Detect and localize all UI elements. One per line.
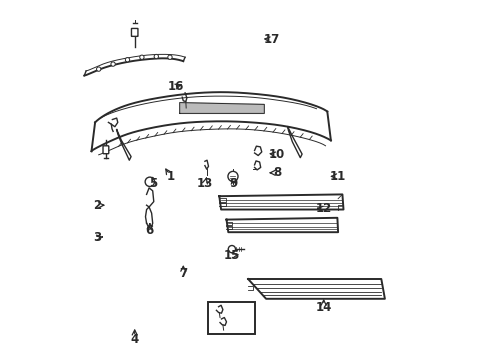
Circle shape [228,246,235,253]
Text: 6: 6 [145,224,154,237]
Text: 3: 3 [93,231,101,244]
Text: 12: 12 [315,202,331,215]
Text: 15: 15 [223,249,240,262]
Circle shape [145,177,154,186]
Circle shape [96,67,101,71]
Text: 2: 2 [93,199,101,212]
FancyBboxPatch shape [103,146,108,154]
Text: 8: 8 [272,166,281,179]
Circle shape [125,58,129,62]
Polygon shape [219,194,343,210]
Text: 16: 16 [167,80,184,93]
Text: 1: 1 [166,170,174,183]
Text: 7: 7 [179,267,187,280]
Text: 11: 11 [329,170,346,183]
Circle shape [154,54,158,59]
Text: 13: 13 [196,177,213,190]
Circle shape [227,171,238,181]
Polygon shape [179,103,264,113]
Text: 9: 9 [229,177,237,190]
Text: 5: 5 [148,177,157,190]
Circle shape [111,62,115,66]
Text: 17: 17 [263,33,279,46]
FancyBboxPatch shape [208,302,255,334]
FancyBboxPatch shape [131,28,138,36]
Circle shape [140,55,144,59]
Text: 10: 10 [268,148,285,161]
Circle shape [167,55,172,59]
Polygon shape [226,218,337,232]
Polygon shape [247,279,384,299]
Text: 14: 14 [315,301,331,314]
Text: 4: 4 [130,333,139,346]
